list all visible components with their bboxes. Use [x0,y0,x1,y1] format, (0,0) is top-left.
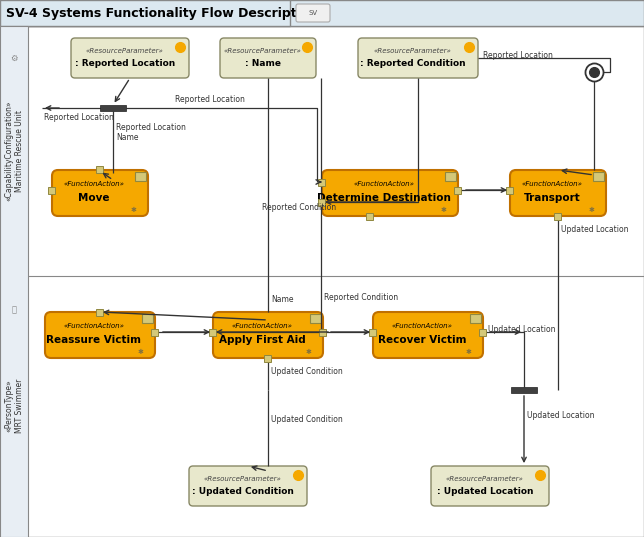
Text: Recover Victim: Recover Victim [378,335,466,345]
Text: Updated Location: Updated Location [561,226,629,235]
Text: Reported Location: Reported Location [483,50,553,60]
Bar [319,329,327,336]
Text: ✱: ✱ [306,349,312,355]
Text: Updated Condition: Updated Condition [271,416,343,425]
Text: SV: SV [308,10,317,16]
FancyBboxPatch shape [45,312,155,358]
FancyBboxPatch shape [322,170,458,216]
Text: : Name: : Name [245,60,281,69]
Text: ✱: ✱ [589,207,595,213]
FancyBboxPatch shape [510,170,606,216]
Text: ✱: ✱ [441,207,447,213]
Text: 📢: 📢 [12,306,17,315]
Bar [470,314,481,323]
Text: Updated Location: Updated Location [488,324,556,333]
Bar [370,329,377,336]
Bar [0,0,290,26]
Text: : Updated Location: : Updated Location [437,488,533,497]
Text: «FunctionAction»: «FunctionAction» [231,323,292,329]
Text: Transport: Transport [524,193,580,203]
Text: Reported Location: Reported Location [116,124,186,133]
Text: ⚙: ⚙ [10,54,18,62]
Bar [265,354,272,361]
Text: «FunctionAction»: «FunctionAction» [64,323,124,329]
Text: Reassure Victim: Reassure Victim [46,335,142,345]
Bar [319,178,325,185]
Text: ✱: ✱ [138,349,144,355]
Text: «PersonType»
MRT Swimmer: «PersonType» MRT Swimmer [5,379,24,433]
Bar [310,314,321,323]
Text: Updated Location: Updated Location [527,411,594,420]
Text: «ResourceParameter»: «ResourceParameter» [204,476,282,482]
Bar [151,329,158,336]
Bar [142,314,153,323]
Text: «ResourceParameter»: «ResourceParameter» [224,48,302,54]
Bar [511,387,537,393]
Text: Reported Condition: Reported Condition [262,204,336,213]
Text: : Updated Condition: : Updated Condition [192,488,294,497]
FancyBboxPatch shape [296,4,330,22]
Text: Reported Condition: Reported Condition [324,294,398,302]
Bar [554,213,562,220]
Text: ✱: ✱ [131,207,137,213]
Text: Reported Location: Reported Location [175,96,245,105]
Bar [506,186,513,193]
Bar [480,329,486,336]
Text: «ResourceParameter»: «ResourceParameter» [86,48,164,54]
Bar [0,0,644,26]
Text: «ResourceParameter»: «ResourceParameter» [374,48,452,54]
Bar [366,213,374,220]
Text: : Reported Condition: : Reported Condition [360,60,466,69]
Bar [593,172,604,181]
FancyBboxPatch shape [220,38,316,78]
FancyBboxPatch shape [189,466,307,506]
Bar [135,172,146,181]
Text: SV-4 Systems Functionality Flow Description: SV-4 Systems Functionality Flow Descript… [6,6,318,19]
Bar [319,199,325,206]
Text: Determine Destination: Determine Destination [317,193,451,203]
Bar [445,172,456,181]
Text: «FunctionAction»: «FunctionAction» [64,181,124,187]
Text: «FunctionAction»: «FunctionAction» [354,181,415,187]
Bar [97,308,104,316]
Text: Name: Name [271,295,294,304]
FancyBboxPatch shape [71,38,189,78]
Text: Reported Location: Reported Location [44,112,114,121]
Text: Apply First Aid: Apply First Aid [218,335,305,345]
Text: «ResourceParameter»: «ResourceParameter» [446,476,524,482]
Bar [97,165,104,172]
FancyBboxPatch shape [358,38,478,78]
Text: : Reported Location: : Reported Location [75,60,175,69]
Bar [48,186,55,193]
Text: Name: Name [116,134,138,142]
FancyBboxPatch shape [373,312,483,358]
Bar [209,329,216,336]
Bar [100,105,126,111]
Text: Move: Move [79,193,109,203]
Text: ✱: ✱ [466,349,472,355]
Text: «FunctionAction»: «FunctionAction» [522,181,583,187]
Text: «CapabilityConfiguration»
Maritime Rescue Unit: «CapabilityConfiguration» Maritime Rescu… [5,101,24,201]
Bar [455,186,462,193]
FancyBboxPatch shape [52,170,148,216]
Text: Updated Condition: Updated Condition [271,367,343,376]
Bar [0,26,28,537]
FancyBboxPatch shape [431,466,549,506]
Text: «FunctionAction»: «FunctionAction» [392,323,453,329]
FancyBboxPatch shape [213,312,323,358]
